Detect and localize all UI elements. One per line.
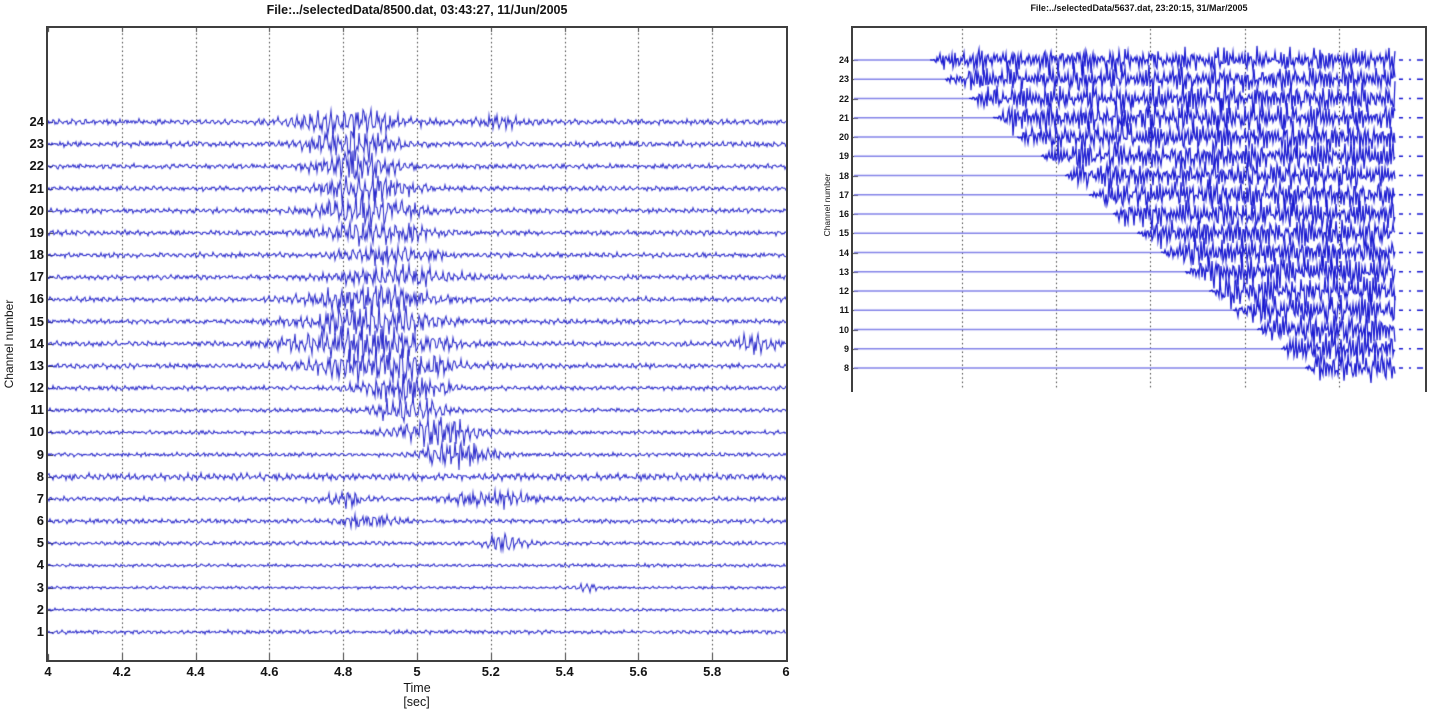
y-tick-label: 19 [29,224,44,240]
y-tick-label: 12 [838,286,849,296]
y-tick-label: 4 [36,557,44,573]
x-tick-label: 5.4 [555,664,574,679]
y-tick-label: 17 [29,269,44,285]
x-tick-label: 4.8 [334,664,353,679]
y-tick-label: 5 [36,535,44,551]
left-x-axis-label: Time [sec] [403,681,431,709]
y-tick-label: 9 [36,446,44,462]
left-plot-canvas [48,28,786,660]
y-tick-label: 15 [838,228,849,239]
y-tick-label: 23 [838,74,849,85]
y-tick-label: 9 [843,343,849,354]
y-tick-label: 16 [838,209,849,219]
y-tick-label: 11 [30,402,44,418]
y-tick-label: 7 [36,490,44,506]
right-figure-title: File:../selectedData/5637.dat, 23:20:15,… [1030,3,1248,13]
x-tick-label: 4.2 [112,664,131,679]
y-tick-label: 18 [29,247,44,263]
y-tick-label: 11 [839,305,849,316]
x-tick-label: 5.6 [629,664,648,679]
x-tick-label: 5 [413,664,421,679]
y-tick-label: 15 [29,313,44,329]
right-plot-canvas [853,28,1425,390]
y-tick-label: 23 [29,136,44,152]
y-tick-label: 13 [838,266,849,277]
y-tick-label: 19 [838,151,849,162]
x-tick-label: 5.2 [481,664,500,679]
y-tick-label: 12 [29,380,44,396]
y-tick-label: 24 [838,55,849,65]
y-tick-label: 17 [838,189,849,200]
x-tick-label: 4.4 [186,664,205,679]
x-tick-label: 4 [44,664,52,679]
y-tick-label: 16 [29,291,44,307]
left-y-axis-label: Channel number [2,299,16,389]
y-tick-label: 24 [29,113,44,129]
y-tick-label: 20 [29,202,44,218]
y-tick-label: 8 [843,363,849,373]
y-tick-label: 20 [838,132,849,142]
x-tick-label: 5.8 [703,664,722,679]
y-tick-label: 14 [838,247,849,258]
left-figure-title: File:../selectedData/8500.dat, 03:43:27,… [266,3,568,17]
y-tick-label: 8 [36,468,44,484]
x-tick-label: 6 [782,664,790,679]
y-tick-label: 21 [29,180,44,196]
y-tick-label: 10 [838,324,849,335]
y-tick-label: 13 [29,357,44,373]
y-tick-label: 3 [36,579,44,595]
x-tick-label: 4.6 [260,664,279,679]
y-tick-label: 22 [29,158,44,174]
right-y-axis-label: Channel number [822,173,832,237]
y-tick-label: 22 [838,93,849,104]
y-tick-label: 21 [838,112,849,123]
y-tick-label: 14 [29,335,44,351]
y-tick-label: 6 [36,513,44,529]
y-tick-label: 10 [29,424,44,440]
y-tick-label: 2 [36,601,44,617]
y-tick-label: 1 [36,624,44,639]
y-tick-label: 18 [838,170,849,181]
